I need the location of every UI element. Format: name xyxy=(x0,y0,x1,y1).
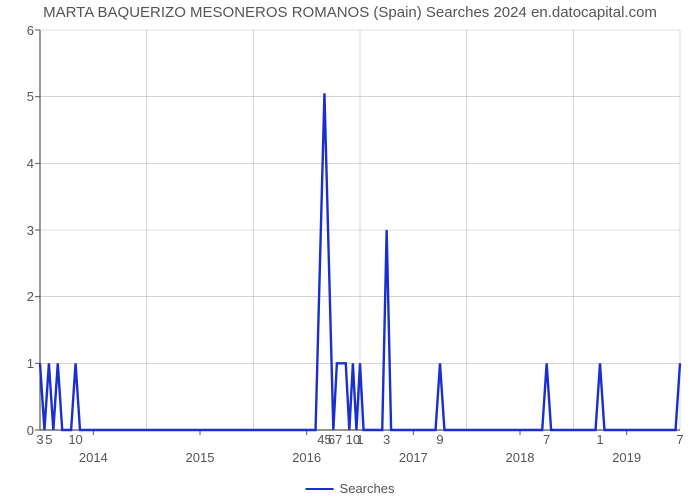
x-value-label: 7 xyxy=(543,432,550,447)
x-value-label: 10 xyxy=(68,432,82,447)
chart-plot xyxy=(40,30,680,430)
x-year-label: 2019 xyxy=(612,450,641,465)
x-value-label: 5 xyxy=(45,432,52,447)
y-tick-label: 4 xyxy=(10,156,34,171)
legend-label: Searches xyxy=(340,481,395,496)
x-value-label: 1 xyxy=(596,432,603,447)
y-tick-label: 1 xyxy=(10,356,34,371)
chart-title: MARTA BAQUERIZO MESONEROS ROMANOS (Spain… xyxy=(0,4,700,21)
x-year-label: 2017 xyxy=(399,450,428,465)
y-tick-label: 3 xyxy=(10,223,34,238)
x-year-label: 2015 xyxy=(186,450,215,465)
x-value-label: 7 xyxy=(676,432,683,447)
x-year-label: 2018 xyxy=(506,450,535,465)
y-tick-label: 0 xyxy=(10,423,34,438)
x-year-label: 2014 xyxy=(79,450,108,465)
legend-swatch xyxy=(306,488,334,490)
x-value-label: 1 xyxy=(356,432,363,447)
x-year-label: 2016 xyxy=(292,450,321,465)
legend: Searches xyxy=(306,481,395,496)
x-value-label: 9 xyxy=(436,432,443,447)
y-tick-label: 6 xyxy=(10,23,34,38)
y-tick-label: 5 xyxy=(10,89,34,104)
y-tick-label: 2 xyxy=(10,289,34,304)
x-value-label: 3 xyxy=(36,432,43,447)
x-value-label: 67 xyxy=(328,432,342,447)
x-value-label: 3 xyxy=(383,432,390,447)
